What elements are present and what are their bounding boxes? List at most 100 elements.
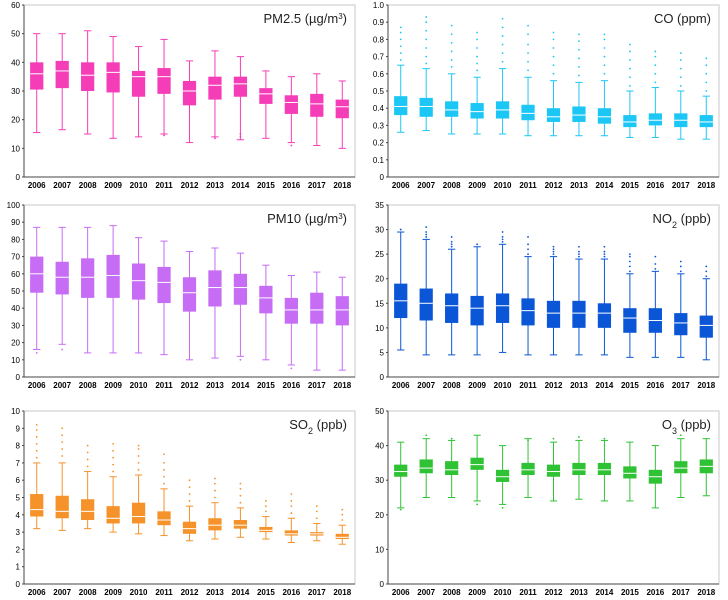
box-2011 [521, 438, 535, 498]
iqr-box [419, 97, 433, 117]
box-2017 [674, 434, 688, 498]
outlier-point [603, 33, 606, 36]
outlier-point [86, 451, 89, 454]
outlier-point [425, 231, 428, 233]
x-tick-label: 2011 [155, 381, 173, 390]
outlier-point [552, 64, 555, 67]
box-2018 [699, 265, 713, 361]
chart-no2: 0 5 10 15 20 25 30 35 2006 2007 2008 2009 2010 2011 20… [364, 200, 728, 395]
outlier-point [527, 43, 529, 46]
outlier-point [628, 67, 631, 70]
chart-svg-2: 0 10 20 30 40 50 60 70 80 90 100 2006 2007 2008 2009 20… [7, 201, 356, 390]
outlier-point [163, 453, 165, 456]
box-2010 [131, 46, 146, 138]
outlier-point [603, 255, 606, 258]
y-tick-label: 40 [11, 304, 20, 313]
outlier-point [705, 57, 708, 60]
box-2013 [572, 436, 586, 500]
outlier-point [578, 74, 580, 77]
iqr-box [335, 296, 349, 326]
outlier-point [35, 449, 38, 452]
outlier-point [476, 38, 479, 41]
x-tick-label: 2013 [206, 381, 224, 390]
box-2013 [572, 245, 586, 356]
box-2017 [310, 271, 324, 371]
outlier-point [399, 508, 402, 511]
x-tick-label: 2018 [333, 381, 351, 390]
outlier-point [578, 253, 580, 256]
x-tick-label: 2012 [181, 588, 199, 597]
y-tick-label: 90 [11, 218, 20, 227]
y-tick-label: 1 [16, 563, 21, 572]
plot-area [23, 410, 356, 585]
y-tick-label: 15 [375, 299, 384, 308]
iqr-box [233, 273, 248, 305]
iqr-box [259, 526, 273, 533]
box-2015 [259, 264, 273, 361]
outlier-point [527, 236, 529, 238]
box-2009 [470, 31, 484, 135]
outlier-point [450, 59, 453, 61]
y-tick-label: 25 [375, 250, 384, 259]
outlier-point [705, 72, 708, 75]
x-tick-label: 2010 [130, 588, 148, 597]
outlier-point [628, 265, 631, 268]
outlier-point [628, 255, 631, 258]
outlier-point [501, 240, 504, 243]
outlier-point [527, 33, 529, 36]
y-tick-label: 0.7 [373, 53, 385, 62]
x-tick-label: 2015 [257, 381, 275, 390]
box-2017 [310, 505, 324, 542]
outlier-point [679, 52, 682, 55]
outlier-point [628, 59, 631, 61]
iqr-box [233, 519, 248, 529]
iqr-box [521, 104, 535, 121]
box-2016 [648, 50, 662, 138]
y-tick-label: 1.0 [373, 1, 385, 10]
outlier-point [603, 253, 606, 256]
iqr-box [131, 70, 146, 97]
x-tick-label: 2017 [308, 588, 326, 597]
x-tick-label: 2009 [468, 181, 486, 190]
x-tick-label: 2010 [130, 181, 148, 190]
outlier-point [578, 436, 580, 438]
x-tick-label: 2006 [28, 381, 46, 390]
outlier-point [214, 477, 216, 480]
x-tick-label: 2011 [519, 588, 537, 597]
y-tick-label: 5 [16, 494, 21, 503]
outlier-point [112, 449, 115, 452]
y-tick-label: 6 [16, 476, 21, 485]
chart-svg-1: 0 0.1 0.2 0.3 0.4 0.5 0.6 0.7 0.8 0.9 1.0 2006 2007 2… [373, 1, 720, 190]
box-2008 [81, 226, 95, 354]
outlier-point [679, 76, 682, 79]
chart-svg-0: 0 10 20 30 40 50 60 2006 2007 2008 2009 2010 2011 201… [11, 1, 356, 190]
outlier-point [552, 250, 555, 253]
y-tick-label: 4 [16, 511, 21, 520]
box-2011 [157, 453, 171, 537]
outlier-point [552, 38, 555, 41]
x-tick-label: 2016 [646, 588, 664, 597]
iqr-box [182, 277, 197, 312]
outlier-point [501, 43, 504, 46]
box-2008 [81, 30, 95, 135]
outlier-point [679, 265, 682, 268]
y-tick-label: 80 [11, 235, 20, 244]
x-tick-label: 2016 [646, 181, 664, 190]
y-tick-label: 0.4 [373, 104, 385, 113]
box-2007 [419, 16, 433, 132]
box-2015 [623, 43, 637, 138]
box-2016 [284, 76, 298, 147]
outlier-point [112, 463, 115, 466]
iqr-box [546, 108, 561, 122]
box-2018 [335, 276, 349, 371]
outlier-point [239, 501, 242, 504]
y-tick-label: 100 [7, 201, 21, 210]
x-tick-label: 2006 [28, 181, 46, 190]
outlier-point [552, 72, 555, 75]
iqr-box [623, 308, 637, 333]
x-tick-label: 2007 [417, 588, 435, 597]
outlier-point [163, 468, 165, 471]
iqr-box [131, 502, 146, 524]
box-2011 [521, 24, 535, 137]
outlier-point [450, 41, 453, 44]
